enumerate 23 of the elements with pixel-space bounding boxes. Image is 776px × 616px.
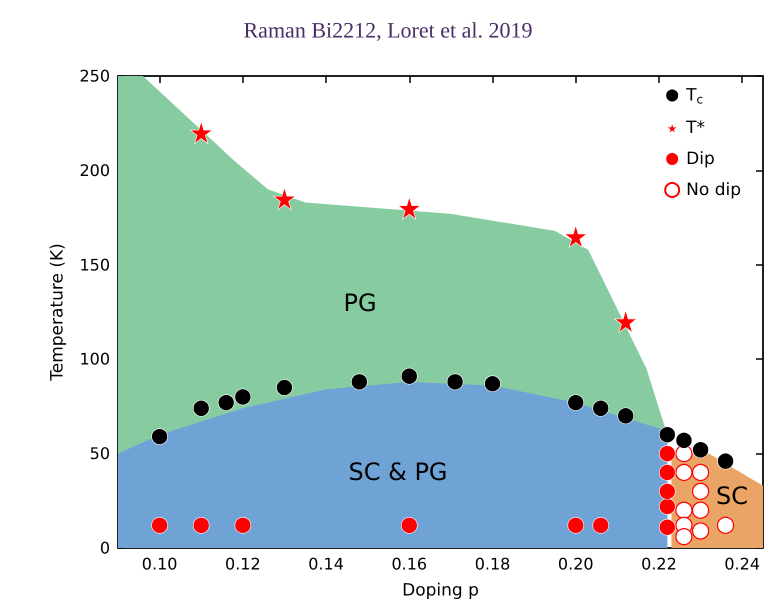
y-tick-label: 150: [79, 255, 110, 274]
annotation: SC: [716, 482, 748, 510]
y-tick-label: 250: [79, 66, 110, 86]
x-tick-label: 0.16: [391, 554, 428, 574]
y-tick-label: 100: [79, 350, 110, 369]
x-tick-label: 0.14: [308, 554, 344, 574]
x-tick-label: 0.10: [142, 554, 178, 574]
legend-label: Dip: [686, 149, 715, 169]
legend-label: No dip: [686, 180, 741, 200]
y-tick-label: 200: [79, 160, 110, 180]
x-tick-label: 0.22: [641, 554, 677, 574]
annotation: PG: [343, 289, 377, 317]
x-axis-title: Doping p: [402, 580, 479, 600]
x-tick-label: 0.20: [558, 554, 594, 574]
x-tick-label: 0.18: [474, 554, 510, 574]
annotation: SC & PG: [348, 458, 448, 486]
legend-label: T*: [685, 118, 706, 138]
y-tick-label: 0: [100, 538, 110, 558]
y-axis-title: Temperature (K): [48, 243, 68, 382]
x-tick-label: 0.24: [724, 554, 760, 574]
y-tick-label: 50: [90, 444, 110, 464]
x-tick-label: 0.12: [225, 554, 261, 574]
chart-title: Raman Bi2212, Loret et al. 2019: [244, 18, 532, 42]
